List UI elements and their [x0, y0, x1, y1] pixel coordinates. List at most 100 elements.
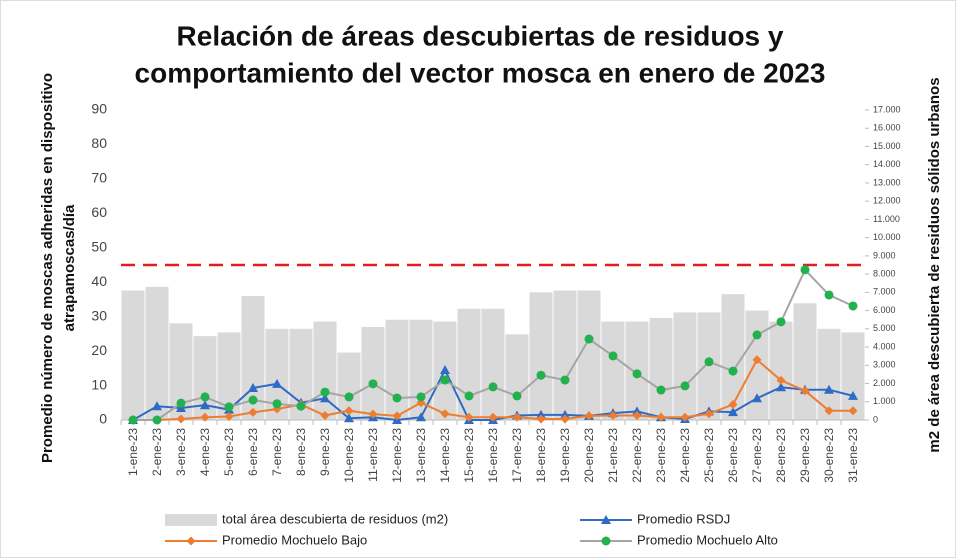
y2-tick-label: 13.000 [873, 177, 901, 187]
y-tick-label: 20 [91, 342, 107, 358]
point [704, 357, 714, 367]
point [632, 411, 642, 421]
point [248, 395, 258, 405]
x-tick-label: 10-ene-23 [342, 428, 356, 483]
y2-axis-label: m2 de área descubierta de residuos sólid… [926, 77, 943, 452]
point [152, 415, 162, 425]
x-tick-label: 18-ene-23 [534, 428, 548, 483]
point [536, 414, 546, 424]
point [416, 412, 426, 422]
point [776, 382, 786, 392]
y-tick-label: 50 [91, 238, 107, 254]
point [344, 392, 354, 402]
point [728, 366, 738, 376]
point [440, 409, 450, 419]
y2-tick-label: 9.000 [873, 250, 896, 260]
bar [793, 303, 817, 420]
x-tick-label: 2-ene-23 [150, 428, 164, 476]
y2-tick-label: 2.000 [873, 378, 896, 388]
y-tick-label: 60 [91, 204, 107, 220]
point [272, 399, 282, 409]
y-axis-label: Promedio número de moscas adheridas en d… [39, 73, 56, 463]
point [776, 375, 786, 385]
legend-label: Promedio RSDJ [637, 511, 730, 526]
y2-tick-label: 8.000 [873, 268, 896, 278]
x-tick-label: 13-ene-23 [414, 428, 428, 483]
x-tick-label: 25-ene-23 [702, 428, 716, 483]
point [704, 409, 714, 419]
point [200, 392, 210, 402]
point [128, 415, 138, 425]
point [536, 409, 546, 419]
y-axis-label: atrapamoscas/día [61, 204, 78, 331]
x-tick-label: 24-ene-23 [678, 428, 692, 483]
point [776, 317, 786, 327]
point [560, 409, 570, 419]
y-tick-label: 10 [91, 376, 107, 392]
bar [601, 321, 625, 420]
y2-tick-label: 6.000 [873, 305, 896, 315]
point [680, 381, 690, 391]
x-tick-label: 3-ene-23 [174, 428, 188, 476]
point [368, 409, 378, 419]
point [320, 393, 330, 403]
point [392, 411, 402, 421]
x-tick-label: 5-ene-23 [222, 428, 236, 476]
x-tick-label: 21-ene-23 [606, 428, 620, 483]
y2-tick-label: 15.000 [873, 141, 901, 151]
x-tick-label: 20-ene-23 [582, 428, 596, 483]
y-tick-label: 80 [91, 135, 107, 151]
point [224, 402, 234, 412]
x-tick-label: 26-ene-23 [726, 428, 740, 483]
point [728, 400, 738, 409]
x-tick-label: 4-ene-23 [198, 428, 212, 476]
x-tick-label: 7-ene-23 [270, 428, 284, 476]
point [601, 536, 611, 546]
point [464, 391, 474, 401]
y-tick-label: 40 [91, 273, 107, 289]
bar [241, 296, 265, 420]
x-tick-label: 30-ene-23 [822, 428, 836, 483]
bar [673, 312, 697, 420]
y2-tick-label: 17.000 [873, 104, 901, 114]
bar [649, 317, 673, 420]
y2-tick-label: 0 [873, 414, 878, 424]
chart-title: comportamiento del vector mosca en enero… [135, 57, 826, 88]
point [416, 392, 426, 402]
point [488, 412, 498, 422]
bar [361, 327, 385, 420]
point [512, 391, 522, 401]
point [656, 385, 666, 395]
point [368, 379, 378, 389]
point [152, 401, 162, 411]
point [186, 536, 196, 546]
point [848, 406, 858, 416]
y2-tick-label: 14.000 [873, 159, 901, 169]
point [392, 393, 402, 403]
x-tick-label: 9-ene-23 [318, 428, 332, 476]
point [344, 406, 354, 416]
y2-tick-label: 16.000 [873, 123, 901, 133]
point [512, 412, 522, 422]
y-tick-label: 70 [91, 170, 107, 186]
x-tick-label: 1-ene-23 [126, 428, 140, 476]
bar [385, 319, 409, 420]
point [824, 290, 834, 300]
point [728, 407, 738, 417]
point [848, 390, 858, 400]
bar [529, 292, 553, 420]
bar [841, 332, 865, 420]
point [176, 398, 186, 408]
bar [769, 321, 793, 420]
point [200, 400, 210, 410]
chart-title: Relación de áreas descubiertas de residu… [177, 20, 784, 51]
point [824, 406, 834, 416]
point [248, 407, 258, 417]
point [176, 414, 186, 424]
point [272, 378, 282, 388]
point [440, 375, 450, 385]
bar [553, 290, 577, 420]
y-tick-label: 0 [99, 411, 107, 427]
legend-label: Promedio Mochuelo Bajo [222, 532, 367, 547]
point [656, 412, 666, 422]
